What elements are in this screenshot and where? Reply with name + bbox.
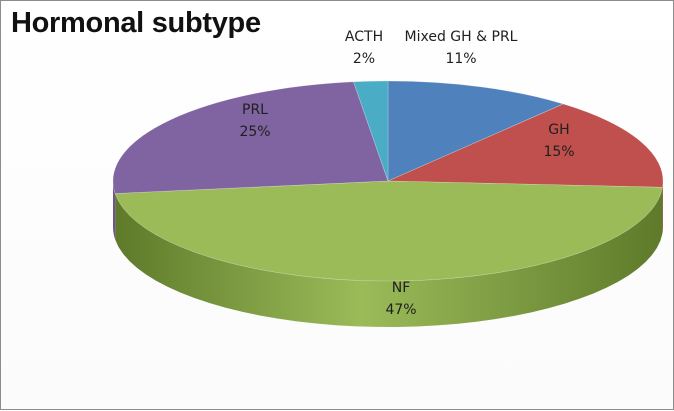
slice-label-prl: PRL bbox=[242, 102, 268, 118]
pie-slice-nf bbox=[114, 180, 663, 282]
slice-label-mixed-gh-prl: Mixed GH & PRL bbox=[405, 29, 518, 45]
pie-slice-gh bbox=[387, 103, 664, 188]
pie-side-gh bbox=[662, 181, 663, 234]
pie-slices bbox=[112, 80, 664, 282]
slice-label-acth: ACTH bbox=[345, 29, 383, 45]
slice-label-nf: NF bbox=[392, 280, 411, 296]
slice-value-prl: 25% bbox=[239, 124, 270, 140]
slice-value-acth: 2% bbox=[353, 51, 375, 67]
slice-label-gh: GH bbox=[548, 122, 569, 138]
pie-slice-prl bbox=[112, 81, 389, 194]
pie-side-walls bbox=[113, 181, 663, 327]
slice-value-gh: 15% bbox=[543, 144, 574, 160]
pie-side-nf bbox=[115, 187, 663, 327]
slice-value-mixed-gh-prl: 11% bbox=[445, 51, 476, 67]
pie-labels: Mixed GH & PRL 11% GH 15% NF 47% PRL 25% ACTH 2% bbox=[239, 29, 574, 318]
pie-slice-acth bbox=[353, 80, 389, 182]
slice-value-nf: 47% bbox=[385, 302, 416, 318]
pie-side-prl bbox=[113, 181, 116, 240]
pie-slice-mixed-gh-prl bbox=[387, 80, 565, 182]
chart-title: Hormonal subtype bbox=[11, 7, 261, 39]
